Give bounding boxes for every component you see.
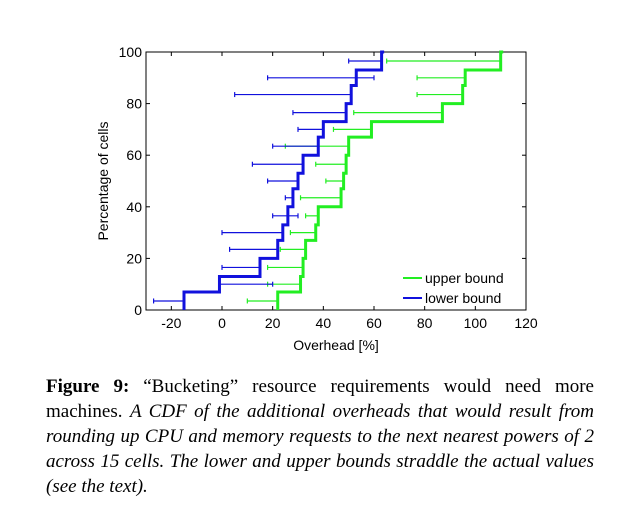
x-tick-label: 120 [514, 315, 538, 331]
y-tick-label: 100 [119, 44, 143, 60]
y-tick-label: 0 [134, 302, 142, 318]
x-tick-label: 100 [464, 315, 488, 331]
legend: upper bound lower bound [403, 270, 504, 306]
lower-bound-line [182, 50, 385, 310]
cdf-chart: -20 0 20 40 60 80 100 120 0 20 40 60 80 100 Overhead … [95, 44, 538, 353]
x-tick-label: 40 [316, 315, 332, 331]
y-tick-label: 60 [126, 147, 142, 163]
x-tick-label: 20 [265, 315, 281, 331]
x-tick-label: 80 [417, 315, 433, 331]
x-tick-label: 60 [366, 315, 382, 331]
figure-caption: Figure 9: “Bucketing” resource requireme… [46, 374, 594, 499]
legend-upper-label: upper bound [425, 270, 504, 286]
caption-text: “Bucketing” resource requirements would … [46, 376, 594, 422]
y-axis-label: Percentage of cells [95, 121, 111, 240]
x-tick-label: -20 [161, 315, 181, 331]
upper-bound-line [276, 50, 504, 310]
caption-italic-text: A CDF of the additional overheads that w… [46, 401, 594, 497]
error-bars [153, 58, 502, 304]
caption-label: Figure 9: [46, 376, 130, 397]
y-tick-label: 20 [126, 250, 142, 266]
x-axis-label: Overhead [%] [293, 337, 379, 353]
legend-lower-label: lower bound [425, 290, 501, 306]
x-tick-label: 0 [218, 315, 226, 331]
series-lines [182, 50, 504, 310]
y-tick-label: 80 [126, 96, 142, 112]
axis-ticks: -20 0 20 40 60 80 100 120 0 20 40 60 80 100 [119, 44, 538, 331]
plot-frame [145, 51, 527, 311]
y-tick-label: 40 [126, 199, 142, 215]
